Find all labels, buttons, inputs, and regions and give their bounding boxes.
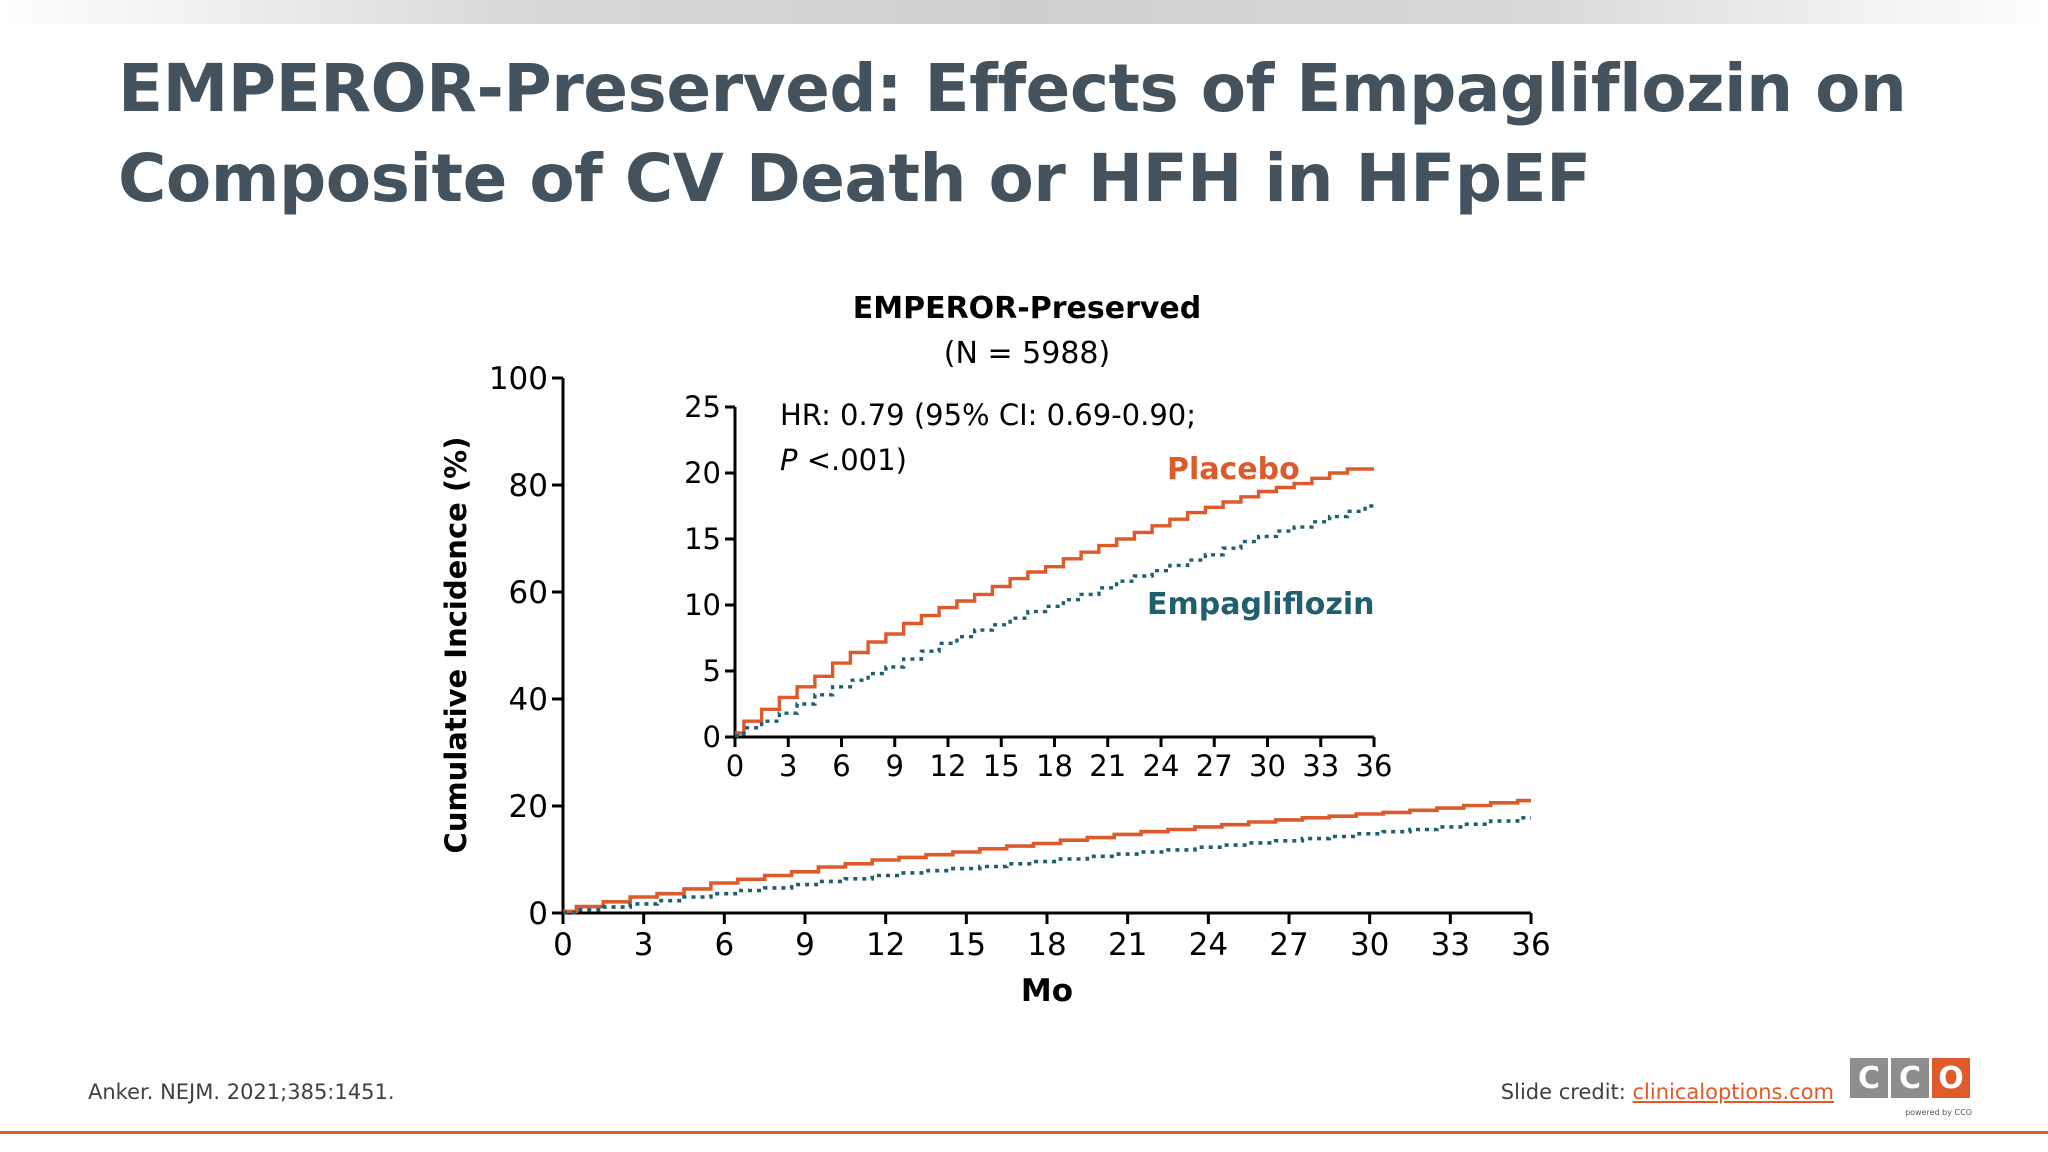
cco-logo-letter-3: O: [1932, 1058, 1970, 1098]
hr-annotation-p-value: <.001): [798, 443, 907, 477]
cco-logo: C C O powered by CCO: [1850, 1058, 1974, 1128]
main-x-tick-label: 30: [1350, 927, 1389, 963]
main-x-tick-label: 18: [1027, 927, 1066, 963]
slide-title-line-1: EMPEROR-Preserved: Effects of Empagliflo…: [118, 50, 1907, 127]
main-x-tick-label: 24: [1189, 927, 1228, 963]
inset-y-tick-label: 25: [684, 390, 721, 424]
main-x-tick-label: 21: [1108, 927, 1147, 963]
main-y-tick-label: 100: [489, 361, 548, 397]
main-y-tick-label: 80: [509, 468, 548, 504]
placebo-label: Placebo: [1167, 452, 1300, 487]
main-series-placebo: [563, 798, 1531, 914]
main-y-tick-label: 60: [509, 575, 548, 611]
inset-y-tick-label: 5: [703, 654, 721, 688]
inset-title: EMPEROR-Preserved: [853, 291, 1202, 326]
inset-x-tick-label: 0: [726, 749, 744, 783]
main-y-tick-label: 0: [528, 896, 548, 932]
main-x-tick-label: 27: [1269, 927, 1308, 963]
inset-y-tick-label: 20: [684, 456, 721, 490]
inset-x-tick-label: 3: [779, 749, 797, 783]
main-x-tick-label: 15: [947, 927, 986, 963]
main-x-tick-label: 33: [1431, 927, 1470, 963]
bottom-accent-line: [0, 1131, 2048, 1134]
main-x-tick-label: 9: [795, 927, 815, 963]
empagliflozin-label: Empagliflozin: [1147, 587, 1374, 622]
main-y-axis-label: Cumulative Incidence (%): [439, 437, 473, 854]
top-gradient-bar: [0, 0, 2048, 24]
inset-x-tick-label: 24: [1143, 749, 1180, 783]
inset-x-tick-label: 30: [1249, 749, 1286, 783]
slide-title: EMPEROR-Preserved: Effects of Empagliflo…: [118, 44, 1918, 224]
hr-annotation-line-1: HR: 0.79 (95% CI: 0.69-0.90;: [780, 398, 1196, 432]
inset-subtitle: (N = 5988): [944, 336, 1110, 371]
inset-x-tick-label: 15: [983, 749, 1020, 783]
inset-x-tick-label: 12: [930, 749, 967, 783]
main-x-tick-label: 3: [634, 927, 654, 963]
slide-title-line-2: Composite of CV Death or HFH in HFpEF: [118, 140, 1591, 217]
inset-series-empagliflozin: [735, 504, 1374, 738]
cco-logo-letter-1: C: [1850, 1058, 1888, 1098]
main-x-tick-label: 12: [866, 927, 905, 963]
inset-x-tick-label: 21: [1089, 749, 1126, 783]
inset-y-tick-label: 10: [684, 588, 721, 622]
main-x-tick-label: 6: [714, 927, 734, 963]
inset-y-tick-label: 15: [684, 522, 721, 556]
main-x-tick-label: 0: [553, 927, 573, 963]
main-y-tick-label: 20: [509, 789, 548, 825]
inset-x-tick-label: 6: [832, 749, 850, 783]
main-y-tick-label: 40: [509, 682, 548, 718]
hr-annotation-line-2: P <.001): [780, 443, 907, 477]
main-x-axis-label: Mo: [1021, 973, 1073, 1009]
cco-logo-letter-2: C: [1891, 1058, 1929, 1098]
inset-x-tick-label: 18: [1036, 749, 1073, 783]
main-x-tick-label: 36: [1511, 927, 1550, 963]
cco-logo-boxes: C C O: [1850, 1058, 1974, 1098]
inset-x-tick-label: 33: [1302, 749, 1339, 783]
credit-link[interactable]: clinicaloptions.com: [1632, 1080, 1834, 1104]
hr-annotation-p: P: [780, 443, 798, 477]
inset-series-placebo: [735, 467, 1374, 735]
inset-x-tick-label: 9: [886, 749, 904, 783]
inset-y-tick-label: 0: [703, 720, 721, 754]
slide-credit: Slide credit: clinicaloptions.com: [1501, 1080, 1834, 1104]
inset-x-tick-label: 36: [1356, 749, 1393, 783]
slide-credit-label: Slide credit:: [1500, 1080, 1633, 1104]
citation: Anker. NEJM. 2021;385:1451.: [88, 1080, 395, 1104]
cco-logo-tagline: powered by CCO: [1905, 1108, 1972, 1117]
inset-x-tick-label: 27: [1196, 749, 1233, 783]
main-series-empagliflozin: [563, 816, 1531, 915]
